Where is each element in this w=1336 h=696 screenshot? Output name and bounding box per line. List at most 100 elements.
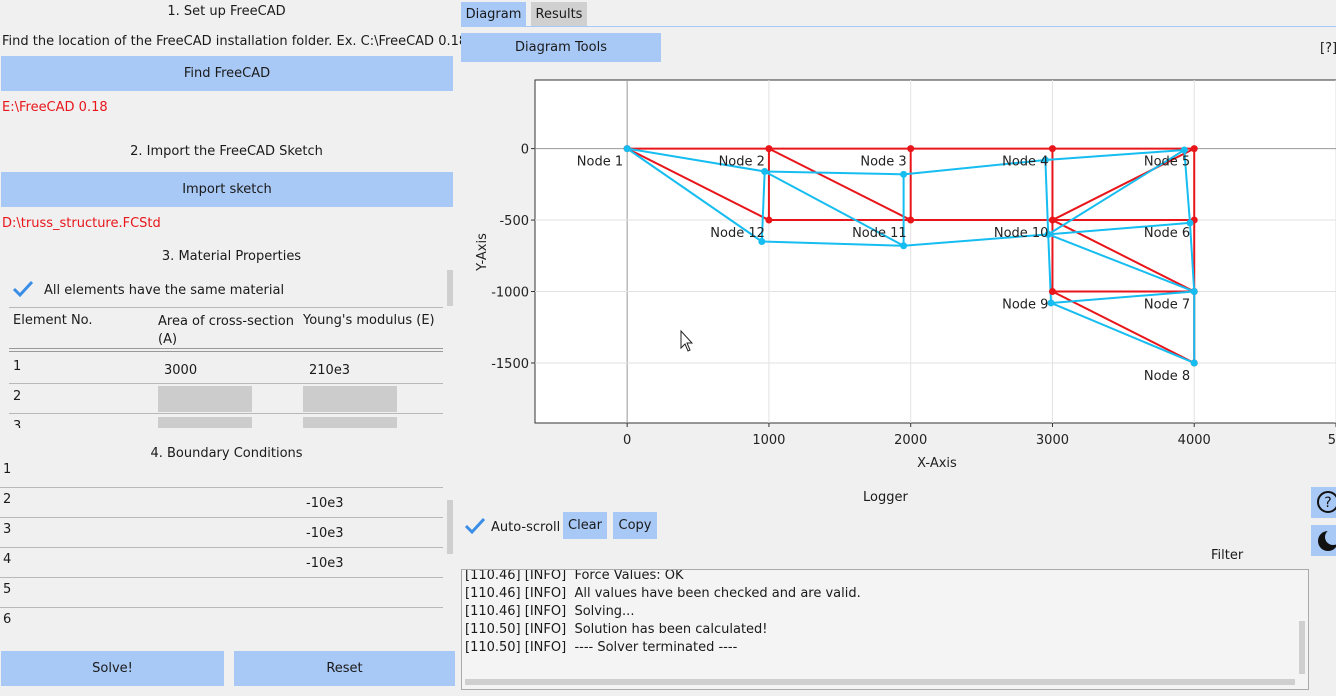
find-freecad-button[interactable]: Find FreeCAD [1, 56, 453, 91]
x-tick-label: 3000 [1036, 433, 1069, 448]
deformed-node-marker [1191, 359, 1198, 366]
node-label: Node 1 [577, 155, 623, 170]
modulus-input[interactable] [303, 386, 397, 412]
svg-text:?: ? [1324, 495, 1331, 511]
table-row-number: 3 [3, 522, 11, 537]
node-label: Node 6 [1144, 226, 1190, 241]
reset-button[interactable]: Reset [234, 651, 455, 686]
original-node-marker [765, 217, 772, 224]
log-line: [110.50] [INFO] Solution has been calcul… [465, 622, 768, 637]
deformed-node-marker [900, 242, 907, 249]
node-label: Node 5 [1144, 155, 1190, 170]
help-button[interactable]: ? [1311, 487, 1336, 518]
help-link[interactable]: [?] [1320, 41, 1336, 56]
original-node-marker [1049, 288, 1056, 295]
material-scrollbar[interactable] [447, 270, 453, 306]
load-value[interactable]: -10e3 [306, 526, 344, 541]
original-node-marker [1191, 145, 1198, 152]
freecad-path: E:\FreeCAD 0.18 [2, 100, 108, 115]
log-line: [110.46] [INFO] Solving... [465, 604, 634, 619]
area-input[interactable] [158, 386, 252, 412]
y-tick-label: -1000 [491, 286, 529, 301]
node-label: Node 4 [1002, 155, 1048, 170]
deformed-node-marker [1181, 147, 1188, 154]
import-sketch-button[interactable]: Import sketch [1, 172, 453, 207]
question-icon: ? [1311, 487, 1336, 518]
filter-label: Filter [1211, 548, 1243, 563]
tab-results[interactable]: Results [531, 2, 587, 26]
node-label: Node 9 [1002, 298, 1048, 313]
x-axis-label: X-Axis [917, 456, 957, 471]
autoscroll-label: Auto-scroll [491, 520, 560, 535]
autoscroll-checkbox[interactable] [464, 516, 486, 536]
original-node-marker [765, 145, 772, 152]
plot-area [535, 80, 1336, 423]
solve-button[interactable]: Solve! [1, 651, 224, 686]
node-label: Node 7 [1144, 298, 1190, 313]
node-label: Node 12 [710, 226, 765, 241]
log-horizontal-scrollbar[interactable] [465, 679, 1295, 685]
deformed-node-marker [900, 171, 907, 178]
table-row-number: 2 [3, 492, 11, 507]
table-row-clipped: 3 [0, 414, 445, 428]
log-vertical-scrollbar[interactable] [1299, 621, 1305, 674]
original-node-marker [907, 145, 914, 152]
original-node-marker [1049, 145, 1056, 152]
modulus-input[interactable] [303, 417, 397, 428]
same-material-label: All elements have the same material [44, 283, 284, 298]
load-value[interactable]: -10e3 [306, 496, 344, 511]
table-row-number: 3 [13, 419, 21, 428]
y-tick-label: -500 [499, 214, 529, 229]
column-header-area: Area of cross-section (A) [158, 313, 298, 349]
x-tick-label: 50 [1328, 433, 1336, 448]
node-label: Node 2 [719, 155, 765, 170]
truss-diagram[interactable]: 0 1000 2000 3000 4000 50 0 -500 -1000 -1500 Node … [461, 70, 1336, 480]
boundary-scrollbar[interactable] [447, 500, 453, 554]
checkmark-icon [12, 279, 34, 299]
original-node-marker [907, 217, 914, 224]
node-label: Node 3 [860, 155, 906, 170]
node-label: Node 11 [852, 226, 907, 241]
copy-button[interactable]: Copy [613, 512, 657, 539]
checkmark-icon [464, 516, 486, 536]
table-row-number: 1 [13, 359, 21, 374]
table-row-number: 2 [13, 389, 21, 404]
clear-button[interactable]: Clear [563, 512, 607, 539]
tab-diagram[interactable]: Diagram [461, 2, 526, 26]
x-tick-label: 1000 [752, 433, 785, 448]
x-tick-label: 2000 [894, 433, 927, 448]
x-tick-label: 0 [623, 433, 631, 448]
table-row-number: 4 [3, 552, 11, 567]
setup-hint: Find the location of the FreeCAD install… [2, 34, 467, 49]
log-line: [110.46] [INFO] All values have been che… [465, 586, 861, 601]
node-label: Node 8 [1144, 369, 1190, 384]
deformed-node-marker [624, 145, 631, 152]
tab-underline [461, 26, 1336, 27]
log-output[interactable]: [110.46] [INFO] Force Values: OK [110.46… [461, 569, 1309, 690]
y-tick-label: 0 [521, 143, 529, 158]
diagram-tools-button[interactable]: Diagram Tools [461, 33, 661, 62]
setup-heading: 1. Set up FreeCAD [0, 4, 453, 19]
logger-title: Logger [863, 490, 908, 505]
column-header-element: Element No. [13, 313, 93, 328]
material-heading: 3. Material Properties [0, 249, 463, 264]
area-input[interactable]: 3000 [164, 363, 197, 378]
sketch-path: D:\truss_structure.FCStd [2, 216, 161, 231]
theme-toggle-button[interactable] [1311, 525, 1336, 556]
load-value[interactable]: -10e3 [306, 556, 344, 571]
boundary-heading: 4. Boundary Conditions [0, 446, 453, 461]
import-heading: 2. Import the FreeCAD Sketch [0, 144, 453, 159]
deformed-node-marker [1048, 299, 1055, 306]
original-node-marker [1049, 217, 1056, 224]
deformed-node-marker [1191, 288, 1198, 295]
node-label: Node 10 [994, 226, 1049, 241]
modulus-input[interactable]: 210e3 [309, 363, 350, 378]
y-axis-label: Y-Axis [475, 233, 490, 272]
moon-icon [1311, 525, 1336, 556]
log-line: [110.46] [INFO] Force Values: OK [465, 569, 684, 583]
same-material-checkbox[interactable] [12, 279, 34, 299]
table-row-number: 1 [3, 462, 11, 477]
table-row-number: 6 [3, 612, 11, 627]
column-header-modulus: Young's modulus (E) [303, 313, 435, 328]
area-input[interactable] [158, 417, 252, 428]
